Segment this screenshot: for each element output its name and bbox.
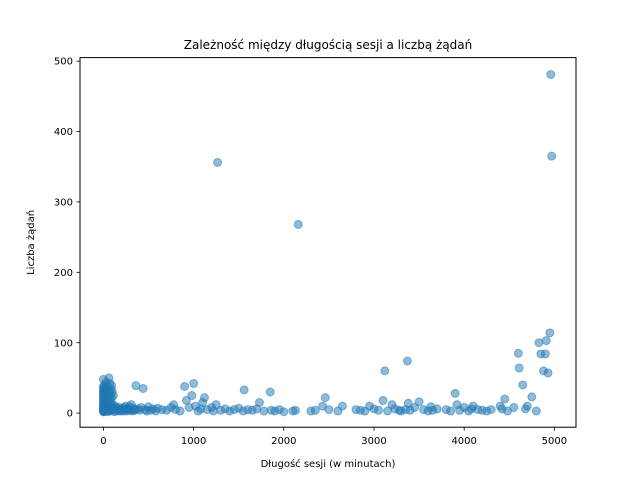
- data-point: [189, 379, 199, 389]
- data-point: [187, 391, 197, 401]
- y-tick-label: 100: [54, 338, 73, 349]
- data-point: [522, 401, 532, 411]
- plot-area-frame: [79, 57, 577, 428]
- x-tick-label: 1000: [181, 436, 206, 447]
- data-point: [199, 393, 209, 403]
- x-tick-label: 3000: [361, 436, 386, 447]
- data-point: [446, 406, 456, 416]
- data-point: [320, 393, 330, 403]
- data-point: [108, 391, 118, 401]
- data-point: [254, 398, 264, 408]
- x-tick-label: 4000: [451, 436, 476, 447]
- x-tick-label: 0: [100, 436, 106, 447]
- data-point: [486, 405, 496, 415]
- y-axis-label: Liczba żądań: [25, 210, 37, 275]
- data-point: [180, 381, 190, 391]
- y-tick-label: 500: [54, 57, 73, 68]
- data-point: [546, 70, 556, 79]
- data-point: [293, 219, 303, 229]
- data-point: [291, 405, 301, 415]
- y-tick-label: 200: [54, 268, 73, 279]
- x-tick-label: 2000: [271, 436, 296, 447]
- data-points-group: [98, 70, 557, 417]
- data-point: [527, 392, 537, 402]
- y-axis: 0 100 200 300 400 500: [54, 57, 80, 420]
- data-point: [531, 406, 541, 416]
- data-point: [547, 151, 557, 161]
- y-tick-label: 300: [54, 198, 73, 209]
- data-point: [337, 401, 347, 411]
- data-point: [543, 368, 553, 378]
- y-tick-label: 0: [67, 409, 73, 420]
- data-point: [378, 395, 388, 405]
- y-tick-label: 400: [54, 127, 73, 138]
- data-point: [310, 405, 320, 415]
- data-point: [514, 363, 524, 373]
- data-point: [324, 405, 334, 415]
- data-point: [239, 385, 249, 395]
- data-point: [500, 394, 510, 404]
- data-point: [175, 406, 185, 416]
- data-point: [450, 388, 460, 398]
- data-point: [541, 336, 551, 346]
- data-point: [279, 407, 289, 417]
- x-tick-label: 5000: [542, 436, 567, 447]
- data-point: [265, 387, 275, 397]
- data-point: [540, 349, 550, 359]
- data-point: [414, 397, 424, 407]
- data-point: [432, 404, 442, 414]
- data-point: [513, 348, 523, 358]
- data-point: [518, 380, 528, 390]
- data-point: [402, 356, 412, 366]
- data-point: [213, 158, 223, 167]
- x-axis-label: Długość sesji (w minutach): [261, 458, 396, 470]
- data-point: [138, 383, 148, 393]
- data-point: [509, 402, 519, 412]
- data-point: [545, 328, 555, 338]
- data-point: [374, 405, 383, 415]
- x-axis: 0 1000 2000 3000 4000 5000: [100, 427, 567, 447]
- data-point: [380, 366, 390, 376]
- chart-title: Zależność między długością sesji a liczb…: [184, 38, 473, 52]
